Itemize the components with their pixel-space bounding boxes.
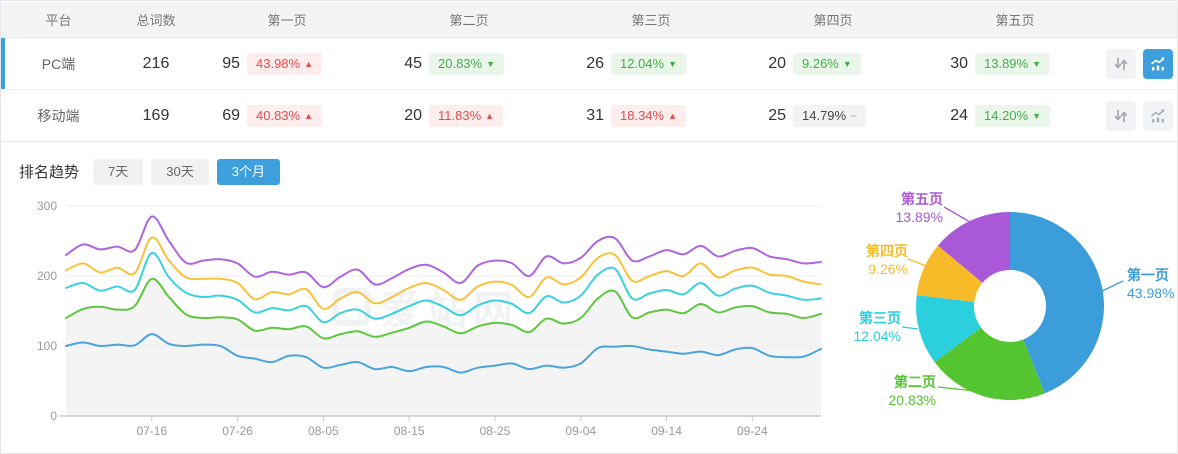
pie-label-page5: 第五页 13.89% — [895, 191, 943, 225]
y-tick-label: 100 — [37, 339, 57, 353]
trend-arrow-icon: ▼ — [486, 58, 496, 69]
leader-line — [901, 326, 919, 330]
tab-3months[interactable]: 3个月 — [216, 158, 280, 185]
page1-count: 95 — [222, 54, 240, 72]
pie-label-page2: 第二页 20.83% — [888, 374, 936, 408]
page5-change-badge: 14.20% ▼ — [975, 104, 1051, 127]
page3-change-badge: 18.34% ▲ — [611, 104, 687, 127]
page2-change-badge: 11.83% ▲ — [429, 104, 504, 127]
x-tick-label: 07-16 — [136, 424, 167, 438]
trend-arrow-icon: ▲ — [668, 110, 678, 121]
tab-7days[interactable]: 7天 — [93, 158, 144, 185]
donut-slice-第一页 — [1010, 212, 1104, 394]
y-tick-label: 200 — [37, 269, 57, 283]
trend-arrow-icon: − — [850, 108, 858, 123]
table-row-mobile[interactable]: 移动端 169 69 40.83% ▲ 20 11.83% ▲ 31 18.34% ▲… — [1, 90, 1177, 142]
donut-slice-第四页 — [916, 245, 983, 302]
page4-count: 25 — [768, 106, 786, 124]
x-tick-label: 08-25 — [480, 424, 511, 438]
header-total-words: 总词数 — [136, 13, 176, 28]
sort-button[interactable] — [1106, 48, 1136, 79]
trend-line-第五页 — [65, 215, 822, 289]
table-header: 平台 总词数 第一页 第二页 第三页 第四页 第五页 — [1, 2, 1177, 38]
page2-change-badge: 20.83% ▼ — [429, 52, 505, 75]
watermark-logo-icon — [333, 288, 371, 326]
pie-label-page3: 第三页 12.04% — [853, 310, 901, 344]
show-trend-chart-button[interactable] — [1143, 48, 1173, 79]
page3-count: 26 — [586, 54, 604, 72]
x-tick-label: 08-15 — [394, 424, 425, 438]
y-tick-label: 0 — [50, 409, 57, 423]
header-page-3: 第三页 — [631, 13, 671, 28]
x-tick-label: 08-05 — [308, 424, 339, 438]
page1-change-badge: 40.83% ▲ — [247, 104, 323, 127]
header-page-2: 第二页 — [449, 13, 489, 28]
pie-label-page1: 第一页 43.98% — [1127, 267, 1175, 301]
page4-change-badge: 9.26% ▼ — [793, 52, 861, 75]
trend-arrow-icon: ▲ — [304, 58, 314, 69]
sort-arrows-icon — [1114, 57, 1128, 70]
page1-count: 69 — [222, 106, 240, 124]
tab-30days[interactable]: 30天 — [151, 158, 209, 185]
leader-line — [937, 386, 985, 393]
trend-arrow-icon: ▼ — [842, 58, 852, 69]
header-page-5: 第五页 — [995, 13, 1035, 28]
trend-section-header: 排名趋势 7天 30天 3个月 — [1, 142, 1177, 188]
trend-arrow-icon: ▼ — [668, 58, 678, 69]
total-words-value: 216 — [142, 54, 170, 72]
platform-name: PC端 — [41, 55, 76, 72]
page5-count: 30 — [950, 54, 968, 72]
trend-line-第二页 — [65, 277, 822, 340]
x-tick-label: 09-24 — [737, 424, 768, 438]
line-chart-icon — [1151, 108, 1165, 122]
sort-button[interactable] — [1106, 100, 1136, 131]
leader-line — [1095, 280, 1124, 295]
x-tick-label: 09-14 — [651, 424, 682, 438]
total-words-value: 169 — [142, 106, 170, 124]
leader-line — [907, 258, 930, 268]
line-chart-icon — [1151, 56, 1165, 70]
page2-count: 20 — [404, 106, 422, 124]
platform-name: 移动端 — [37, 107, 80, 124]
trend-arrow-icon: ▼ — [1032, 58, 1042, 69]
page2-count: 45 — [404, 54, 422, 72]
trend-line-第一页 — [65, 333, 822, 374]
x-tick-label: 09-04 — [565, 424, 596, 438]
header-page-4: 第四页 — [813, 13, 853, 28]
donut-slice-第五页 — [937, 212, 1010, 283]
trend-arrow-icon: ▼ — [1032, 110, 1042, 121]
trend-title: 排名趋势 — [19, 164, 80, 181]
page3-change-badge: 12.04% ▼ — [611, 52, 687, 75]
sort-arrows-icon — [1114, 109, 1128, 122]
show-trend-chart-button[interactable] — [1143, 100, 1173, 131]
donut-slice-第三页 — [916, 295, 982, 363]
page5-change-badge: 13.89% ▼ — [975, 52, 1051, 75]
pie-label-page4: 第四页 9.26% — [866, 243, 908, 277]
donut-slice-第二页 — [934, 327, 1045, 400]
trend-line-第三页 — [65, 251, 822, 324]
header-platform: 平台 — [45, 13, 72, 28]
page4-change-badge: 14.79% − — [793, 104, 867, 127]
page3-count: 31 — [586, 106, 604, 124]
trend-arrow-icon: ▲ — [485, 110, 495, 121]
page5-count: 24 — [950, 106, 968, 124]
leader-line — [943, 206, 971, 223]
trend-arrow-icon: ▲ — [304, 110, 314, 121]
page1-change-badge: 43.98% ▲ — [247, 52, 323, 75]
page4-count: 20 — [768, 54, 786, 72]
watermark: 爱站网 — [333, 278, 519, 336]
trend-line-第四页 — [65, 236, 822, 310]
header-page-1: 第一页 — [267, 13, 307, 28]
table-row-pc[interactable]: PC端 216 95 43.98% ▲ 45 20.83% ▼ 26 12.04% ▼… — [1, 38, 1177, 90]
y-tick-label: 300 — [37, 199, 57, 213]
x-tick-label: 07-26 — [222, 424, 253, 438]
